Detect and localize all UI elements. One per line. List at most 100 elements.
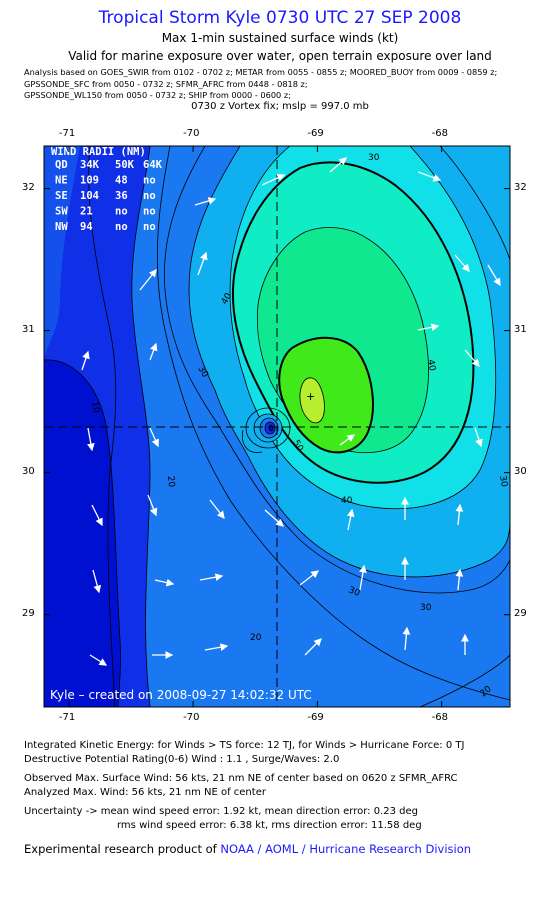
wind-radii-cell: 94	[80, 221, 93, 233]
wind-radii-cell: 48	[115, 175, 128, 187]
wind-vector-arrow	[299, 570, 320, 586]
lon-tick-label: -70	[183, 712, 200, 723]
created-credit: Kyle – created on 2008-09-27 14:02:32 UT…	[50, 688, 312, 702]
wind-field: + 30 10 20 30 40 40 50 40 30 20 30 20 30…	[44, 146, 510, 707]
lat-tick-label: 29	[514, 607, 527, 619]
source-line-1: Analysis based on GOES_SWIR from 0102 - …	[24, 67, 498, 77]
wind-vector-arrow	[417, 171, 442, 182]
validity-note: Valid for marine exposure over water, op…	[68, 49, 492, 63]
wind-radii-cell: NW	[55, 221, 68, 233]
contour-label: 10	[89, 401, 101, 414]
wind-radii-cell: SW	[55, 206, 68, 218]
lat-tick-label: 30	[514, 465, 527, 477]
wind-vector-arrow	[487, 264, 501, 287]
wind-vector-arrow	[474, 427, 483, 448]
lat-tick-label: 31	[514, 323, 527, 335]
hrd-link[interactable]: NOAA / AOML / Hurricane Research Divisio…	[220, 842, 472, 856]
wind-radii-cell: no	[115, 206, 128, 218]
wind-vector-arrow	[147, 494, 158, 517]
source-line-2: GPSSONDE_SFC from 0050 - 0732 z; SFMR_AF…	[24, 79, 308, 89]
observed-max-line: Observed Max. Surface Wind: 56 kts, 21 n…	[24, 773, 458, 784]
band-0-10	[44, 359, 121, 707]
wind-radii-cell: 104	[80, 190, 99, 202]
map-frame	[43, 145, 511, 708]
contour-label: 40	[341, 496, 353, 506]
wind-radii-header-cell: 64K	[143, 159, 163, 171]
wind-radii-header-cell: QD	[55, 159, 68, 171]
wind-radii-title: WIND RADII (NM)	[51, 146, 146, 158]
wind-vector-arrow	[329, 157, 347, 173]
wind-vector-arrow	[455, 568, 464, 591]
contour-label: 20	[165, 475, 176, 488]
contour-label: 40	[425, 359, 437, 372]
uncertainty-line-2: rms wind speed error: 6.38 kt, rms direc…	[117, 820, 422, 831]
contour-label: 30	[368, 153, 380, 163]
contour-ne	[439, 146, 510, 261]
lat-tick-label: 32	[514, 181, 527, 193]
wind-radii-cell: 109	[80, 175, 99, 187]
wind-vector-arrow	[454, 254, 470, 272]
wind-radii-cell: no	[143, 206, 156, 218]
wind-radii-cell: no	[143, 190, 156, 202]
wind-radii-cell: 21	[80, 206, 93, 218]
contour-se	[419, 654, 510, 707]
wind-radii-header-cell: 50K	[115, 159, 135, 171]
lon-tick-label: -71	[58, 128, 76, 139]
wind-vector-arrow	[339, 434, 356, 446]
wind-radii-cell: no	[143, 175, 156, 187]
axis-ticks	[44, 146, 510, 707]
lon-tick-label: -70	[183, 128, 200, 139]
wind-vector-arrow	[92, 569, 102, 594]
wind-vector-arrow	[204, 643, 229, 651]
lon-tick-label: -68	[431, 128, 448, 139]
lat-tick-label: 30	[22, 465, 35, 477]
wind-radii-cell: no	[143, 221, 156, 233]
contour-label: 30	[420, 603, 432, 613]
wind-vector-arrow	[89, 654, 108, 666]
uncertainty-line-1: Uncertainty -> mean wind speed error: 1.…	[24, 806, 419, 817]
wind-vector-arrow	[264, 509, 284, 527]
wind-vector-arrow	[359, 564, 367, 591]
source-line-3: GPSSONDE_WL150 from 0050 - 0732 z; SHIP …	[24, 90, 291, 100]
contour-label: 30	[497, 475, 509, 488]
wind-vector-arrow	[464, 349, 480, 367]
wind-vector-arrow	[199, 573, 224, 581]
wind-vector-arrow	[87, 427, 95, 452]
band-55-60	[278, 336, 374, 454]
wind-vector-arrow	[455, 503, 464, 526]
lat-tick-label: 32	[22, 181, 35, 193]
contour-25	[163, 146, 510, 594]
lat-tick-label: 31	[22, 323, 35, 335]
wind-vector-arrow	[149, 427, 159, 448]
wind-vector-arrow	[417, 323, 440, 332]
contour-20	[156, 146, 510, 701]
analyzed-max-line: Analyzed Max. Wind: 56 kts, 21 nm NE of …	[24, 787, 266, 798]
wind-vector-arrow	[154, 578, 175, 587]
vortex-fix: 0730 z Vortex fix; mslp = 997.0 mb	[191, 101, 369, 112]
contour-label: 30	[347, 585, 361, 598]
wind-vector-arrow	[346, 508, 355, 531]
wind-radii-cell: NE	[55, 175, 68, 187]
wind-vector-arrow	[209, 499, 225, 520]
lon-tick-label: -68	[431, 712, 448, 723]
map-subtitle: Max 1-min sustained surface winds (kt)	[161, 31, 399, 45]
dpr-line: Destructive Potential Rating(0-6) Wind :…	[24, 754, 340, 765]
wind-radii-table: WIND RADII (NM) QD 34K 50K 64K NE 109 48 no SE 10…	[51, 146, 163, 233]
lon-tick-label: -69	[307, 712, 324, 723]
credit-prefix: Experimental research product of	[24, 842, 221, 856]
wind-vector-arrow	[91, 504, 103, 527]
research-credit: Experimental research product of NOAA / …	[24, 842, 471, 856]
wind-vector-arrow	[194, 197, 217, 206]
wind-vector-arrow	[81, 350, 90, 371]
band-nw-edge	[44, 146, 80, 360]
wind-vectors	[81, 157, 510, 666]
max-wind-marker: +	[306, 390, 315, 403]
wind-vector-arrow	[304, 638, 322, 656]
wind-radii-cell: SE	[55, 190, 68, 202]
wind-vector-arrow	[197, 251, 208, 276]
lon-tick-label: -69	[307, 128, 324, 139]
ike-line: Integrated Kinetic Energy: for Winds > T…	[24, 740, 465, 751]
wind-radii-cell: 36	[115, 190, 128, 202]
contour-label: 20	[250, 633, 262, 643]
